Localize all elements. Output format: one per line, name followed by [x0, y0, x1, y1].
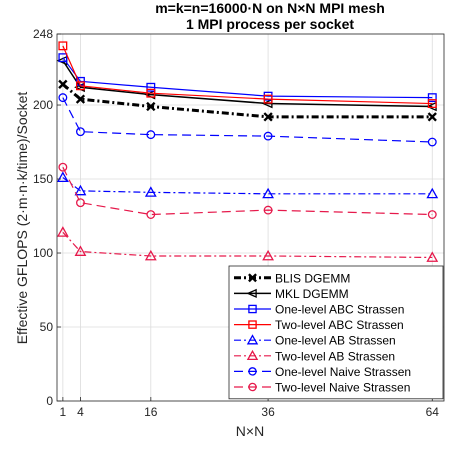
data-point — [76, 198, 85, 208]
legend-marker — [248, 382, 257, 392]
data-point — [56, 226, 69, 237]
data-point — [58, 93, 68, 103]
x-tick-label: 64 — [426, 405, 440, 419]
series-2 — [58, 53, 437, 103]
data-point — [58, 53, 68, 63]
data-point — [58, 41, 68, 51]
data-point — [427, 99, 437, 109]
chart-title-line-2: 1 MPI process per socket — [186, 16, 354, 32]
data-point — [146, 88, 156, 98]
y-tick-label: 0 — [46, 394, 53, 408]
legend-item: One-level Naive Strassen — [234, 365, 411, 379]
legend-item: Two-level AB Strassen — [234, 349, 395, 363]
legend-marker — [246, 349, 259, 361]
data-point — [56, 171, 69, 182]
legend-box — [228, 265, 444, 400]
legend-label: One-level Naive Strassen — [275, 365, 411, 379]
data-point — [263, 112, 273, 122]
legend-item: Two-level ABC Strassen — [234, 318, 404, 332]
data-point — [427, 93, 437, 103]
data-point — [262, 249, 274, 261]
legend-label: One-level AB Strassen — [275, 334, 396, 348]
data-point — [76, 81, 85, 91]
legend-label: Two-level Naive Strassen — [275, 381, 410, 395]
series-3 — [58, 41, 437, 109]
legend-item: One-level ABC Strassen — [234, 303, 404, 317]
data-point — [262, 187, 274, 199]
data-point — [427, 210, 437, 219]
y-tick-label: 50 — [40, 320, 54, 334]
data-point — [426, 251, 439, 262]
series-line — [62, 45, 433, 105]
data-point — [75, 94, 86, 104]
y-tick-label: 248 — [33, 27, 53, 41]
data-point — [76, 127, 85, 137]
data-point — [146, 210, 156, 219]
x-axis-label: N×N — [236, 423, 264, 439]
data-point — [427, 137, 437, 147]
series-line — [62, 60, 433, 108]
series-line — [62, 166, 433, 216]
legend-item: Two-level Naive Strassen — [234, 381, 410, 395]
legend-label: BLIS DGEMM — [275, 271, 350, 285]
plot-frame — [56, 33, 445, 402]
legend-label: Two-level ABC Strassen — [275, 318, 404, 332]
data-point — [74, 184, 87, 196]
legend-marker — [248, 304, 257, 314]
legend-marker — [246, 288, 257, 298]
x-tick-label: 1 — [60, 405, 67, 419]
series-line — [62, 231, 433, 259]
data-point — [58, 79, 68, 89]
series-0 — [58, 79, 437, 122]
y-tick-label: 200 — [33, 98, 53, 112]
y-tick-label: 150 — [33, 172, 53, 186]
data-point — [58, 162, 68, 172]
data-point — [74, 245, 87, 256]
legend-marker — [246, 334, 259, 345]
series-6 — [58, 93, 437, 147]
data-point — [146, 101, 156, 112]
legend-marker — [248, 320, 257, 329]
data-point — [263, 94, 273, 104]
legend-label: One-level ABC Strassen — [275, 303, 404, 317]
x-tick-label: 16 — [144, 405, 158, 419]
legend-label: Two-level AB Strassen — [275, 349, 395, 363]
series-layer — [56, 41, 439, 262]
series-line — [62, 97, 433, 143]
data-point — [427, 112, 437, 122]
data-point — [426, 187, 439, 199]
data-point — [263, 131, 273, 141]
legend: BLIS DGEMM MKL DGEMM One-level ABC Strasse… — [228, 265, 444, 400]
y-axis-label: Effective GFLOPS (2·m·n·k/time)/Socket — [14, 92, 30, 345]
data-point — [144, 249, 157, 261]
series-5 — [56, 226, 439, 262]
data-point — [144, 186, 157, 197]
data-point — [146, 130, 156, 140]
legend-label: MKL DGEMM — [275, 287, 349, 301]
data-point — [146, 82, 156, 92]
chart-title-line-1: m=k=n=16000·N on N×N MPI mesh — [155, 0, 385, 16]
data-point — [263, 205, 273, 215]
legend-marker — [248, 367, 257, 376]
series-4 — [56, 171, 439, 199]
series-line — [62, 177, 433, 195]
tick-layer: 0 50 100 150 200 248 1 4 16 36 64 — [33, 27, 439, 419]
x-tick-label: 36 — [261, 405, 275, 419]
legend-item: BLIS DGEMM — [234, 271, 350, 285]
series-7 — [58, 162, 437, 219]
x-tick-label: 4 — [77, 405, 84, 419]
legend-item: MKL DGEMM — [234, 287, 349, 301]
y-tick-label: 100 — [33, 246, 53, 260]
legend-item: One-level AB Strassen — [234, 334, 396, 348]
legend-marker — [248, 273, 257, 283]
